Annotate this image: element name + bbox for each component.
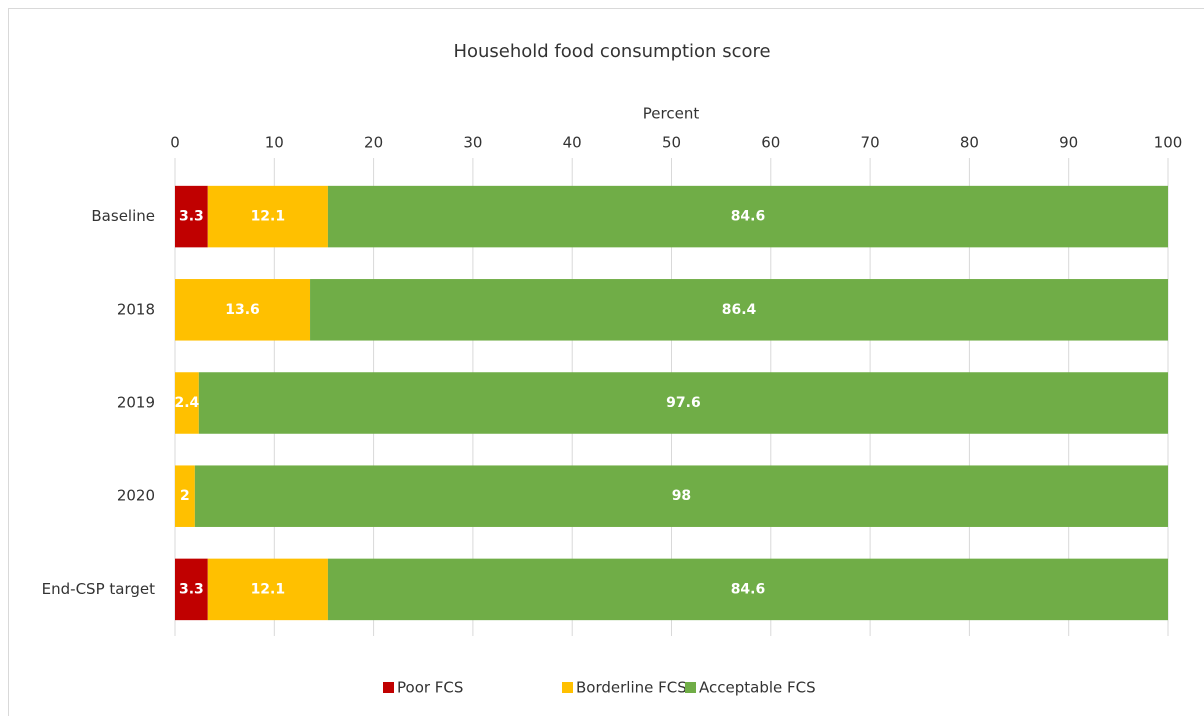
x-axis-label: Percent bbox=[643, 105, 700, 123]
bar-segment bbox=[175, 465, 195, 527]
legend-swatch bbox=[685, 682, 696, 693]
value-label: 2.4 bbox=[175, 395, 200, 411]
bar-segment bbox=[207, 558, 328, 621]
bar-segment bbox=[175, 279, 311, 341]
bar-segment bbox=[207, 185, 328, 248]
legend-label: Acceptable FCS bbox=[699, 679, 816, 697]
x-tick-label: 40 bbox=[563, 134, 582, 152]
y-tick-label: 2019 bbox=[117, 394, 155, 412]
x-tick-label: 10 bbox=[265, 134, 284, 152]
bar-segment bbox=[198, 372, 1168, 434]
value-label: 2 bbox=[180, 488, 190, 504]
x-tick-label: 30 bbox=[463, 134, 482, 152]
value-label: 84.6 bbox=[731, 581, 766, 597]
y-tick-label: End-CSP target bbox=[42, 580, 155, 598]
x-tick-label: 50 bbox=[662, 134, 681, 152]
x-tick-label: 80 bbox=[960, 134, 979, 152]
bar-segment bbox=[194, 465, 1169, 527]
bar-segment bbox=[175, 372, 199, 434]
value-label: 12.1 bbox=[251, 209, 286, 225]
legend-label: Borderline FCS bbox=[576, 679, 687, 697]
y-tick-label: Baseline bbox=[91, 207, 155, 225]
value-label: 13.6 bbox=[225, 302, 260, 318]
value-label: 86.4 bbox=[722, 302, 757, 318]
bar-segment bbox=[310, 279, 1169, 341]
value-label: 3.3 bbox=[179, 581, 204, 597]
legend-label: Poor FCS bbox=[397, 679, 463, 697]
y-tick-label: 2018 bbox=[117, 300, 155, 318]
x-tick-label: 60 bbox=[761, 134, 780, 152]
bar-segment bbox=[327, 185, 1168, 248]
value-label: 3.3 bbox=[179, 209, 204, 225]
x-tick-label: 0 bbox=[170, 134, 180, 152]
bar-segment bbox=[327, 558, 1168, 621]
chart-title: Household food consumption score bbox=[453, 41, 770, 62]
legend-swatch bbox=[383, 682, 394, 693]
value-label: 84.6 bbox=[731, 209, 766, 225]
x-tick-label: 100 bbox=[1154, 134, 1183, 152]
x-tick-label: 20 bbox=[364, 134, 383, 152]
y-tick-label: 2020 bbox=[117, 487, 155, 505]
value-label: 12.1 bbox=[251, 581, 286, 597]
x-tick-label: 90 bbox=[1059, 134, 1078, 152]
legend-swatch bbox=[562, 682, 573, 693]
chart-border bbox=[8, 8, 1204, 716]
bar-segment bbox=[175, 558, 208, 621]
value-label: 98 bbox=[672, 488, 691, 504]
bar-segment bbox=[175, 185, 208, 248]
value-label: 97.6 bbox=[666, 395, 701, 411]
x-tick-label: 70 bbox=[861, 134, 880, 152]
